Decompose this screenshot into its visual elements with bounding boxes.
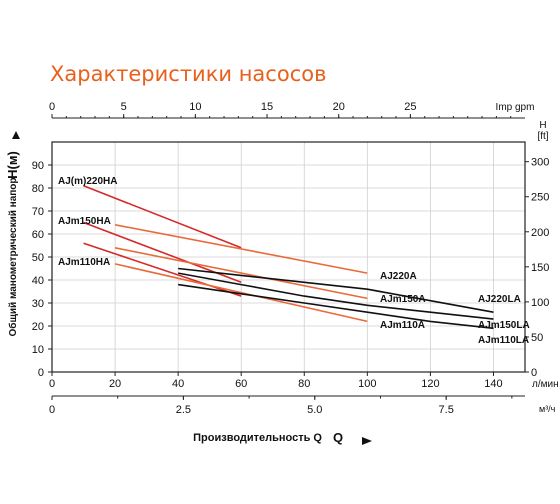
y-tick-label: 40 xyxy=(32,275,44,287)
x-axis-arrow xyxy=(362,437,372,445)
series-line-7 xyxy=(177,272,494,320)
x-axis-title: Производительность Q xyxy=(193,432,322,444)
y-tick-label: 0 xyxy=(38,367,44,379)
series-label-1: AJm150HA xyxy=(58,216,111,227)
y-tick-label: 60 xyxy=(32,229,44,241)
x-tick-label: 20 xyxy=(109,378,121,390)
series-line-8 xyxy=(178,283,494,330)
series-line-5 xyxy=(114,263,368,323)
x2-tick-label: 7.5 xyxy=(439,404,454,416)
series-label-5: AJm110A xyxy=(380,320,425,331)
x-top-tick-label: 15 xyxy=(261,101,273,113)
x-top-tick-label: 20 xyxy=(333,101,345,113)
y-tick-label: 20 xyxy=(32,321,44,333)
y-tick-label: 10 xyxy=(32,344,44,356)
y-tick-label: 30 xyxy=(32,298,44,310)
axes: 0102030405060708090050100150200250300H[f… xyxy=(5,101,559,445)
series-line-2 xyxy=(83,242,242,297)
x-top-tick-label: 0 xyxy=(49,101,55,113)
series-line-4 xyxy=(114,247,368,300)
y-tick-label: 80 xyxy=(32,183,44,195)
x-tick-label: 140 xyxy=(484,378,502,390)
y-tick-label: 90 xyxy=(32,160,44,172)
series-label-6: AJ220LA xyxy=(478,294,521,305)
chart-title: Характеристики насосов xyxy=(50,62,327,86)
x-tick-label: 80 xyxy=(298,378,310,390)
x2-tick-label: 5.0 xyxy=(307,404,322,416)
y-axis-title: Общий манометрический напор xyxy=(7,177,19,336)
x-tick-label: 120 xyxy=(421,378,439,390)
y-right-tick-label: 250 xyxy=(531,192,549,204)
x-top-tick-label: 10 xyxy=(189,101,201,113)
series-label-7: AJm150LA xyxy=(478,320,530,331)
x-top-tick-label: 5 xyxy=(121,101,127,113)
x-axis-title-q: Q xyxy=(333,430,343,445)
x-top-tick-label: 25 xyxy=(404,101,416,113)
y-right-tick-label: 300 xyxy=(531,157,549,169)
series-line-6 xyxy=(178,267,494,313)
y-right-tick-label: 0 xyxy=(531,367,537,379)
y-right-unit: [ft] xyxy=(537,131,548,142)
y-right-unit-top: H xyxy=(539,120,546,131)
x-tick-label: 40 xyxy=(172,378,184,390)
y-tick-label: 50 xyxy=(32,252,44,264)
series-label-3: AJ220A xyxy=(380,271,417,282)
series-line-0 xyxy=(83,184,242,249)
series-label-0: AJ(m)220HA xyxy=(58,176,117,187)
x2-tick-label: 2.5 xyxy=(176,404,191,416)
series-line-3 xyxy=(114,224,368,274)
y-right-tick-label: 50 xyxy=(531,332,543,344)
y-axis-arrow xyxy=(12,131,20,139)
x-unit: л/мин xyxy=(532,379,559,390)
y-axis-unit: H(м) xyxy=(5,151,20,179)
series-label-2: AJm110HA xyxy=(58,257,110,268)
x2-tick-label: 0 xyxy=(49,404,55,416)
x-tick-label: 60 xyxy=(235,378,247,390)
series-group xyxy=(83,184,494,330)
series-label-8: AJm110LA xyxy=(478,335,529,346)
x-top-unit: Imp gpm xyxy=(496,102,535,113)
y-tick-label: 70 xyxy=(32,206,44,218)
x-tick-label: 100 xyxy=(358,378,376,390)
x-tick-label: 0 xyxy=(49,378,55,390)
y-right-tick-label: 100 xyxy=(531,297,549,309)
x2-unit: м³/ч xyxy=(539,404,556,414)
y-right-tick-label: 200 xyxy=(531,227,549,239)
series-label-4: AJm150A xyxy=(380,294,426,305)
series-labels: AJ(m)220HA AJm150HA AJm110HA AJ220A AJm150A A… xyxy=(58,176,530,346)
y-right-tick-label: 150 xyxy=(531,262,549,274)
